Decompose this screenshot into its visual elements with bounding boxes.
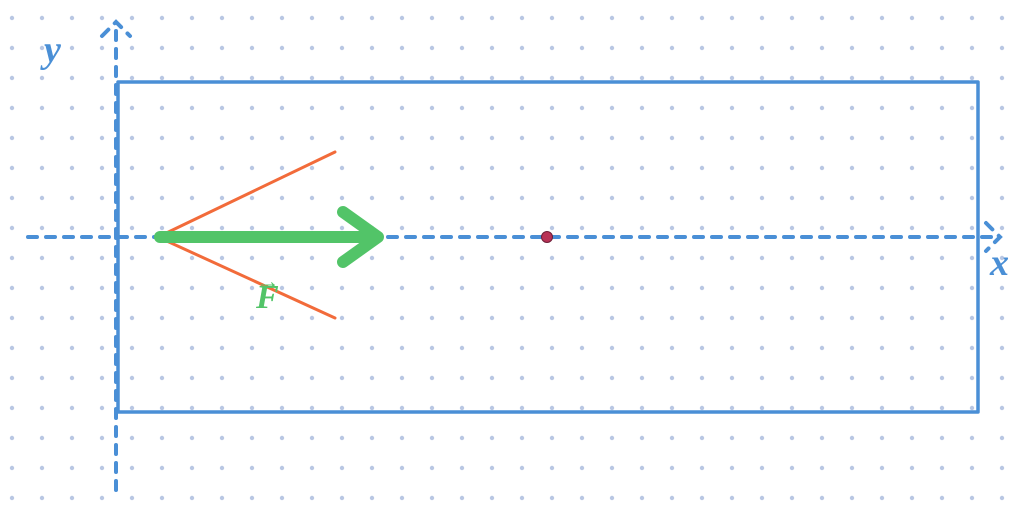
v-line-upper [158,152,335,237]
y-axis-label: y [44,28,61,72]
geometry-layer [0,0,1022,516]
boundary-rectangle [118,82,978,412]
center-point [542,232,553,243]
diagram-canvas: y x →F [0,0,1022,516]
force-label-text: F [256,279,279,316]
force-vector-label: →F [256,276,280,308]
x-axis-label: x [990,241,1009,285]
v-line-lower [158,237,335,318]
